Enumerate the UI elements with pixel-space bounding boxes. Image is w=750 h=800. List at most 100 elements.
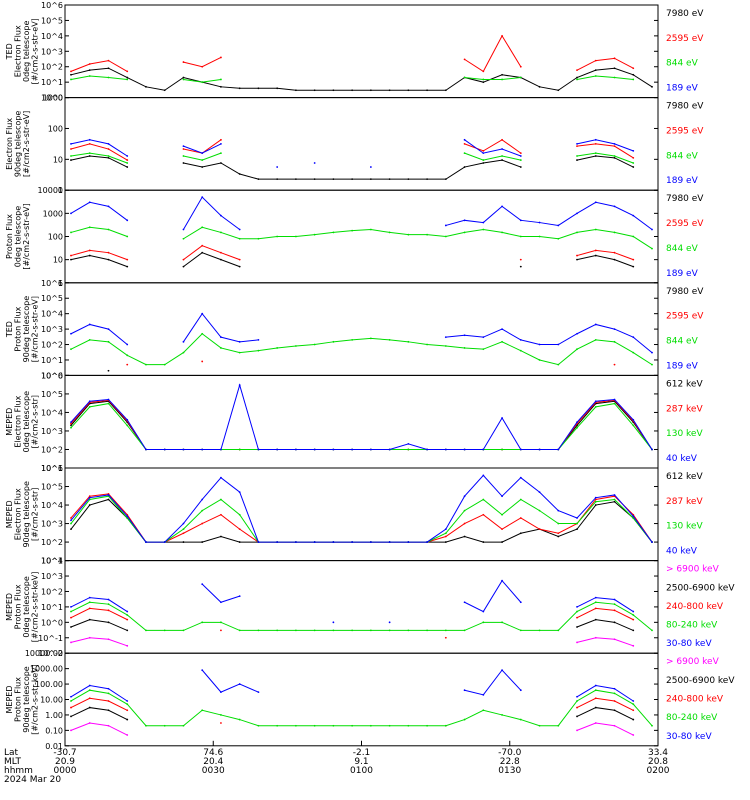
legend-entry: 7980 eV — [666, 102, 704, 112]
ytick-label: 10 — [53, 256, 63, 265]
series-line — [183, 56, 222, 68]
legend-entry: 844 eV — [666, 59, 699, 69]
y-axis-label: MEPED — [5, 500, 14, 528]
series-line — [576, 143, 634, 159]
panel-frame — [64, 652, 659, 747]
xtick-hhmm: 0130 — [498, 766, 521, 776]
ytick-label: 100.00 — [35, 680, 63, 689]
ytick-label: 10^6 — [41, 1, 63, 10]
legend-entry: 2595 eV — [666, 126, 704, 136]
ytick-label: 10^1 — [41, 603, 63, 612]
legend-entry: 80-240 keV — [666, 621, 718, 631]
series-line — [70, 619, 128, 631]
panel-4: 10^0 10^1 10^2 10^3 10^4 10^5 10^6 TED Proton Fl… — [5, 279, 704, 381]
legend-entry: 7980 eV — [666, 9, 704, 19]
xtick-lat: -70.0 — [498, 748, 522, 758]
legend-entry: 40 keV — [666, 547, 698, 557]
y-axis-label: Proton Flux — [14, 584, 23, 629]
y-axis-label: Proton Flux — [14, 677, 23, 722]
series-line — [576, 619, 634, 631]
ytick-label: 10^6 — [41, 464, 63, 473]
ytick-label: 0.01 — [45, 742, 63, 751]
y-axis-label: MEPED — [5, 686, 14, 714]
y-axis-label: Electron Flux — [5, 118, 14, 170]
series-line — [445, 201, 653, 230]
series-line — [70, 60, 128, 72]
series-line — [70, 249, 128, 261]
series-line — [70, 722, 128, 736]
footer-row-label: 2024 Mar 20 — [4, 775, 61, 785]
data-point — [519, 265, 522, 268]
series-line — [576, 57, 634, 71]
series-line — [464, 669, 522, 696]
y-axis-label: 0deg telescope — [22, 21, 31, 82]
panel-2: 1 10 100 1000 Electron Flux 90deg telescope [#… — [5, 94, 704, 196]
series-line — [70, 689, 653, 727]
legend-entry: 844 eV — [666, 244, 699, 254]
ytick-label: 10^6 — [41, 279, 63, 288]
legend-entry: 80-240 keV — [666, 713, 718, 723]
series-line — [70, 226, 128, 237]
footer-row-label: hhmm — [4, 766, 33, 776]
legend-entry: 240-800 keV — [666, 602, 724, 612]
ytick-label: 10^0 — [41, 618, 63, 627]
ytick-label: 10000.00 — [25, 649, 63, 658]
series-line — [576, 255, 634, 268]
legend-entry: 130 keV — [666, 429, 703, 439]
series-line — [576, 722, 634, 736]
xtick-mlt: 9.1 — [354, 757, 368, 767]
series-line — [576, 155, 634, 168]
panel-frame — [64, 560, 659, 654]
ytick-label: 10^3 — [41, 325, 63, 334]
y-axis-label: Electron Flux — [14, 395, 23, 447]
series-line — [70, 607, 128, 621]
ytick-label: 10^1 — [41, 464, 63, 473]
series-line — [201, 583, 240, 603]
series-line — [70, 67, 653, 91]
series-line — [464, 139, 521, 157]
ytick-label: 10^3 — [41, 520, 63, 529]
y-axis-label: 0deg telescope — [14, 206, 23, 267]
series-line — [70, 152, 128, 164]
legend-entry: 844 eV — [666, 151, 699, 161]
series-line — [70, 143, 128, 161]
series-line — [183, 312, 259, 343]
ytick-label: 10^0 — [41, 94, 63, 103]
ytick-label: 0.10 — [45, 726, 63, 735]
series-line — [576, 152, 634, 164]
legend-entry: 30-80 keV — [666, 732, 712, 742]
series-line — [70, 75, 128, 80]
series-line — [70, 201, 128, 221]
ytick-label: 10^2 — [41, 538, 63, 547]
series-line — [70, 601, 653, 631]
xtick-mlt: 20.9 — [55, 757, 75, 767]
y-axis-label: [#/cm2-s-str] — [31, 395, 40, 448]
ytick-label: 10^6 — [41, 371, 63, 380]
ytick-label: 10^1 — [41, 356, 63, 365]
legend-entry: 2595 eV — [666, 312, 704, 322]
series-line — [70, 155, 128, 168]
ytick-label: 1 — [58, 186, 63, 195]
y-axis-label: 90deg telescope — [22, 296, 31, 363]
y-axis-label: 90deg telescope — [22, 666, 31, 733]
series-line — [576, 685, 634, 702]
ytick-label: 1000 — [43, 209, 63, 218]
ytick-label: 1.00 — [45, 711, 63, 720]
legend-entry: 2595 eV — [666, 219, 704, 229]
series-line — [183, 152, 222, 161]
series-line — [70, 474, 653, 543]
series-line — [183, 226, 653, 250]
data-point — [107, 369, 110, 372]
legend-entry: 189 eV — [666, 269, 699, 279]
xtick-mlt: 20.4 — [203, 757, 223, 767]
panel-5: 10^1 10^2 10^3 10^4 10^5 10^6 MEPED Electron Fl… — [5, 371, 703, 473]
panel-frame — [64, 97, 659, 191]
series-line — [183, 78, 222, 83]
ytick-label: 10^4 — [41, 32, 63, 41]
data-point — [332, 621, 335, 624]
legend-entry: 40 keV — [666, 454, 698, 464]
legend-entry: 189 eV — [666, 361, 699, 371]
y-axis-label: 90deg telescope — [22, 481, 31, 548]
legend-entry: 189 eV — [666, 176, 699, 186]
